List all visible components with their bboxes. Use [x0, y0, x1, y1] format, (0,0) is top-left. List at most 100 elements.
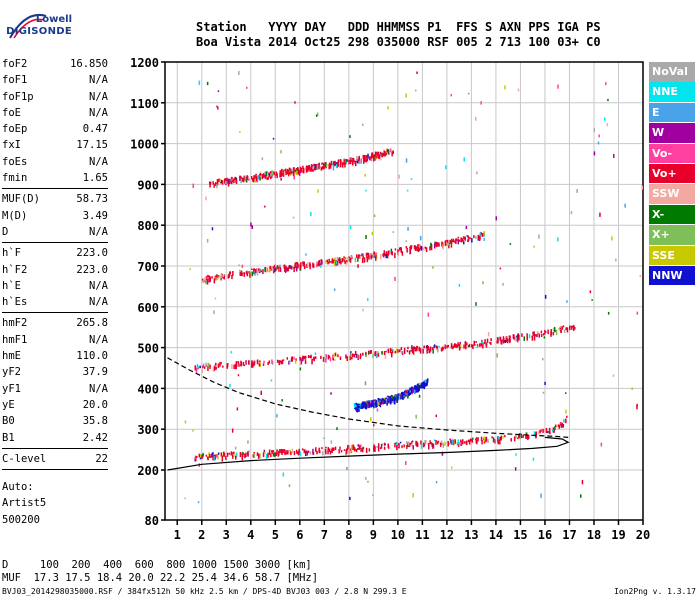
noise-point: [451, 466, 453, 469]
echo-point: [240, 177, 242, 184]
noise-point: [410, 178, 413, 180]
echo-point: [212, 452, 214, 455]
echo-point: [376, 155, 378, 159]
echo-point: [467, 235, 469, 238]
echo-point: [202, 363, 205, 368]
echo-point: [295, 449, 298, 454]
echo-point: [269, 265, 272, 270]
echo-point: [424, 379, 427, 383]
echo-point: [207, 456, 209, 459]
echo-point: [271, 170, 273, 176]
echo-point: [442, 244, 444, 250]
echo-point: [378, 154, 381, 158]
echo-point: [246, 270, 248, 274]
echo-point: [566, 415, 568, 418]
x-tick-label: 13: [464, 528, 478, 542]
echo-point: [385, 400, 387, 403]
echo-point: [479, 232, 482, 237]
echo-point: [438, 345, 440, 348]
echo-point: [332, 354, 334, 359]
echo-point: [344, 257, 347, 259]
param-name: foF1: [2, 74, 28, 87]
echo-point: [279, 170, 282, 174]
noise-point: [597, 141, 600, 145]
noise-point: [294, 101, 296, 104]
noise-point: [261, 157, 264, 161]
echo-point: [416, 442, 419, 448]
echo-point: [418, 245, 421, 249]
echo-point: [297, 450, 300, 456]
echo-point: [313, 356, 315, 362]
software-version: Ion2Png v. 1.3.17: [614, 587, 696, 596]
param-row: h`F2 223.0: [2, 262, 108, 278]
legend-item: NoVal: [649, 62, 695, 82]
legend-item: X+: [649, 225, 695, 245]
echo-point: [438, 242, 440, 245]
echo-point: [522, 435, 524, 439]
echo-point: [328, 448, 331, 452]
echo-point: [394, 252, 396, 259]
echo-point: [420, 246, 423, 251]
echo-point: [253, 175, 255, 179]
echo-point: [336, 256, 339, 262]
noise-point: [565, 409, 567, 414]
echo-point: [452, 346, 454, 350]
noise-point: [636, 403, 638, 407]
param-row: foF1p N/A: [2, 89, 108, 105]
echo-point: [307, 355, 310, 359]
echo-point: [315, 447, 317, 452]
echo-point: [435, 440, 437, 445]
param-name: yF1: [2, 382, 21, 395]
noise-points: [184, 70, 643, 504]
echo-point: [350, 255, 353, 258]
echo-point: [533, 331, 535, 336]
param-name: D: [2, 225, 9, 238]
noise-point: [371, 231, 374, 236]
echo-point: [316, 262, 318, 268]
echo-point: [387, 443, 389, 448]
echo-point: [347, 161, 350, 165]
echo-trace: [209, 148, 394, 188]
echo-point: [231, 274, 233, 280]
echo-point: [370, 255, 372, 258]
echo-point: [342, 160, 345, 162]
echo-point: [259, 453, 261, 459]
noise-point: [604, 117, 606, 121]
echo-point: [539, 430, 541, 434]
echo-point: [350, 444, 353, 450]
echo-point: [375, 255, 377, 261]
echo-point: [279, 172, 281, 178]
echo-point: [408, 350, 411, 355]
echo-point: [484, 342, 487, 346]
echo-point: [385, 252, 387, 259]
echo-point: [232, 455, 234, 459]
echo-point: [351, 158, 353, 163]
noise-point: [593, 127, 595, 133]
echo-point: [263, 360, 265, 363]
echo-point: [248, 178, 250, 181]
echo-point: [490, 342, 492, 345]
auto-version: 500200: [2, 513, 40, 526]
polarization-legend: NoVal NNE E W Vo- Vo+ SSW X- X+ SSE NNW: [649, 62, 695, 286]
echo-point: [252, 178, 254, 182]
echo-point: [484, 339, 486, 344]
echo-point: [357, 448, 359, 450]
echo-point: [262, 363, 265, 366]
echo-point: [368, 157, 371, 160]
noise-point: [388, 398, 390, 403]
echo-point: [304, 356, 306, 359]
echo-point: [322, 451, 324, 456]
echo-point: [256, 268, 259, 274]
noise-point: [465, 225, 468, 230]
param-value: N/A: [89, 155, 108, 168]
echo-point: [420, 440, 422, 445]
echo-point: [509, 338, 511, 344]
noise-point: [607, 98, 609, 102]
echo-point: [213, 365, 216, 371]
echo-point: [314, 167, 317, 171]
echo-point: [434, 243, 436, 249]
echo-point: [212, 454, 214, 461]
echo-point: [223, 274, 226, 280]
echo-point: [346, 260, 348, 263]
echo-point: [396, 397, 399, 402]
